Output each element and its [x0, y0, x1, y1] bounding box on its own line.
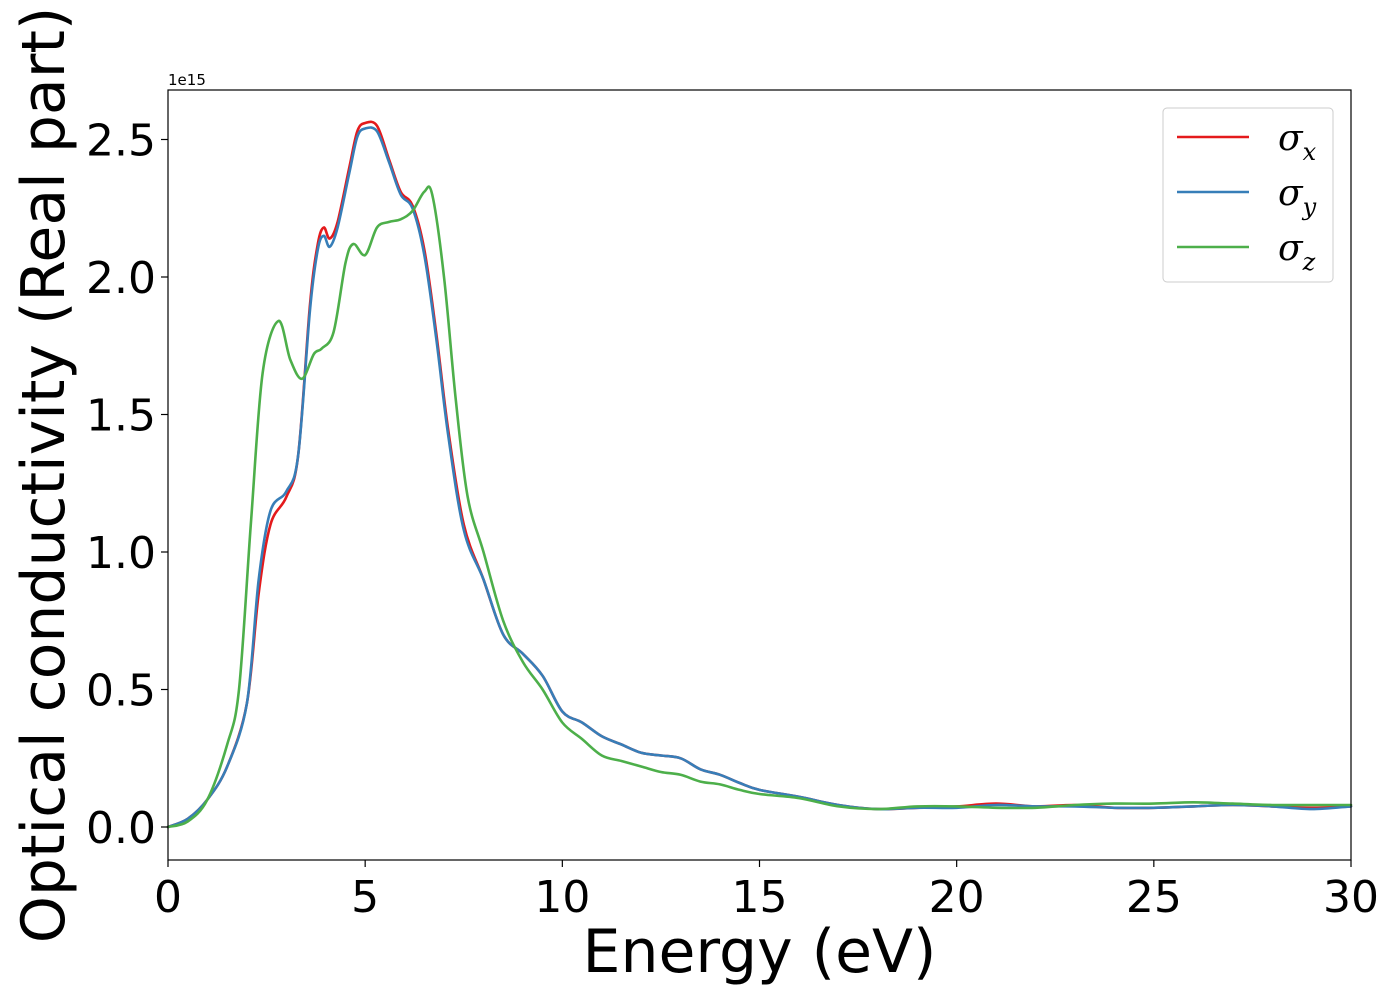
legend-subscript: x [1303, 138, 1317, 166]
legend-symbol: σ [1278, 118, 1304, 159]
y-axis-title: Optical conductivity (Real part) [9, 7, 79, 944]
y-offset-label: 1e15 [168, 71, 206, 89]
legend-label-x: σx [1278, 118, 1317, 166]
legend-symbol: σ [1278, 228, 1304, 269]
series-line-z [166, 185, 1353, 829]
legend-label-y: σy [1278, 173, 1317, 221]
plot-frame [167, 89, 1352, 861]
x-tick-label: 30 [1323, 872, 1379, 923]
legend-frame [1162, 107, 1334, 283]
y-tick-label: 2.5 [86, 116, 156, 167]
plot-area [168, 90, 1351, 860]
legend-subscript: z [1302, 248, 1316, 276]
legend-subscript: y [1302, 193, 1317, 221]
x-tick-label: 5 [351, 872, 379, 923]
y-tick-label: 0.5 [86, 666, 156, 717]
y-axis-ticks: 0.0 0.5 1.0 1.5 2.0 2.5 [86, 116, 168, 854]
x-tick-label: 15 [732, 872, 788, 923]
y-tick-label: 0.0 [86, 803, 156, 854]
y-tick-label: 1.0 [86, 528, 156, 579]
x-tick-label: 10 [534, 872, 590, 923]
y-tick-label: 2.0 [86, 253, 156, 304]
series-line-y [166, 126, 1353, 829]
x-tick-label: 0 [154, 872, 182, 923]
legend-symbol: σ [1278, 173, 1304, 214]
legend-label-z: σz [1278, 228, 1316, 276]
x-axis-ticks: 0 5 10 15 20 25 30 [154, 860, 1379, 923]
x-tick-label: 20 [929, 872, 985, 923]
x-tick-label: 25 [1126, 872, 1182, 923]
y-tick-label: 1.5 [86, 391, 156, 442]
x-axis-title: Energy (eV) [583, 917, 937, 987]
series-layer [166, 120, 1353, 829]
